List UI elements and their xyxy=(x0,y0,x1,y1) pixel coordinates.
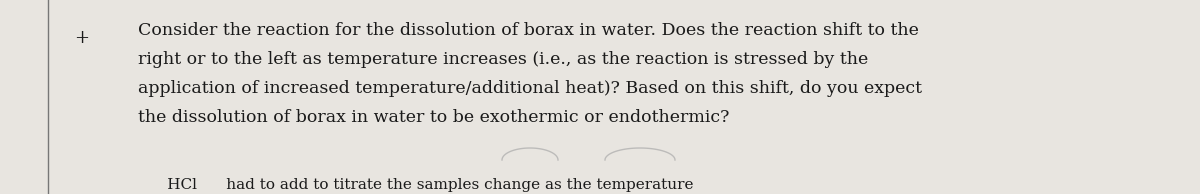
Text: HCl      had to add to titrate the samples change as the temperature: HCl had to add to titrate the samples ch… xyxy=(138,178,694,192)
Text: application of increased temperature/additional heat)? Based on this shift, do y: application of increased temperature/add… xyxy=(138,80,922,97)
Text: +: + xyxy=(74,29,89,47)
Text: the dissolution of borax in water to be exothermic or endothermic?: the dissolution of borax in water to be … xyxy=(138,109,730,126)
Text: Consider the reaction for the dissolution of borax in water. Does the reaction s: Consider the reaction for the dissolutio… xyxy=(138,22,919,39)
Text: right or to the left as temperature increases (i.e., as the reaction is stressed: right or to the left as temperature incr… xyxy=(138,51,869,68)
